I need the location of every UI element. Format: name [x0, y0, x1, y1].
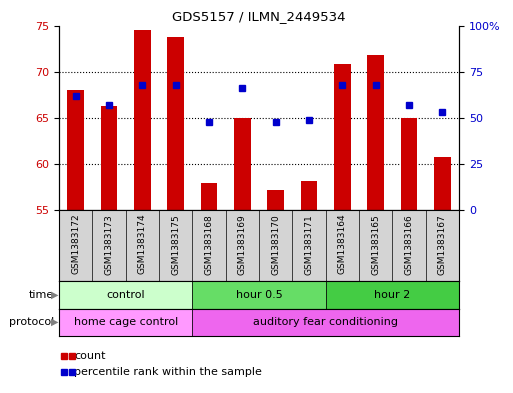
Bar	[301, 181, 318, 210]
Text: GSM1383168: GSM1383168	[205, 214, 213, 275]
Text: percentile rank within the sample: percentile rank within the sample	[74, 367, 262, 377]
Text: GSM1383175: GSM1383175	[171, 214, 180, 275]
Text: GSM1383167: GSM1383167	[438, 214, 447, 275]
Text: GSM1383172: GSM1383172	[71, 214, 80, 274]
Text: GSM1383171: GSM1383171	[305, 214, 313, 275]
Bar	[192, 309, 459, 336]
Text: GSM1383169: GSM1383169	[238, 214, 247, 275]
Bar	[401, 118, 418, 210]
Bar	[434, 157, 451, 210]
Text: GSM1383164: GSM1383164	[338, 214, 347, 274]
Bar	[167, 37, 184, 210]
Text: GSM1383170: GSM1383170	[271, 214, 280, 275]
Text: ▶: ▶	[51, 317, 58, 327]
Text: count: count	[74, 351, 106, 361]
Bar	[267, 190, 284, 210]
Text: hour 2: hour 2	[374, 290, 410, 300]
Text: hour 0.5: hour 0.5	[235, 290, 283, 300]
Text: protocol: protocol	[9, 317, 54, 327]
Bar	[101, 106, 117, 210]
Bar	[134, 30, 151, 210]
Text: GSM1383166: GSM1383166	[405, 214, 413, 275]
Text: control: control	[106, 290, 145, 300]
Bar	[59, 309, 192, 336]
Bar	[67, 90, 84, 210]
Bar	[192, 281, 326, 309]
Text: GSM1383173: GSM1383173	[105, 214, 113, 275]
Bar	[367, 55, 384, 210]
Text: GSM1383165: GSM1383165	[371, 214, 380, 275]
Bar	[326, 281, 459, 309]
Title: GDS5157 / ILMN_2449534: GDS5157 / ILMN_2449534	[172, 10, 346, 23]
Text: home cage control: home cage control	[73, 317, 178, 327]
Text: auditory fear conditioning: auditory fear conditioning	[253, 317, 398, 327]
Text: time: time	[29, 290, 54, 300]
Bar	[201, 182, 218, 210]
Text: GSM1383174: GSM1383174	[138, 214, 147, 274]
Text: ▶: ▶	[51, 290, 58, 300]
Bar	[234, 118, 251, 210]
Bar	[59, 281, 192, 309]
Bar	[334, 64, 351, 210]
